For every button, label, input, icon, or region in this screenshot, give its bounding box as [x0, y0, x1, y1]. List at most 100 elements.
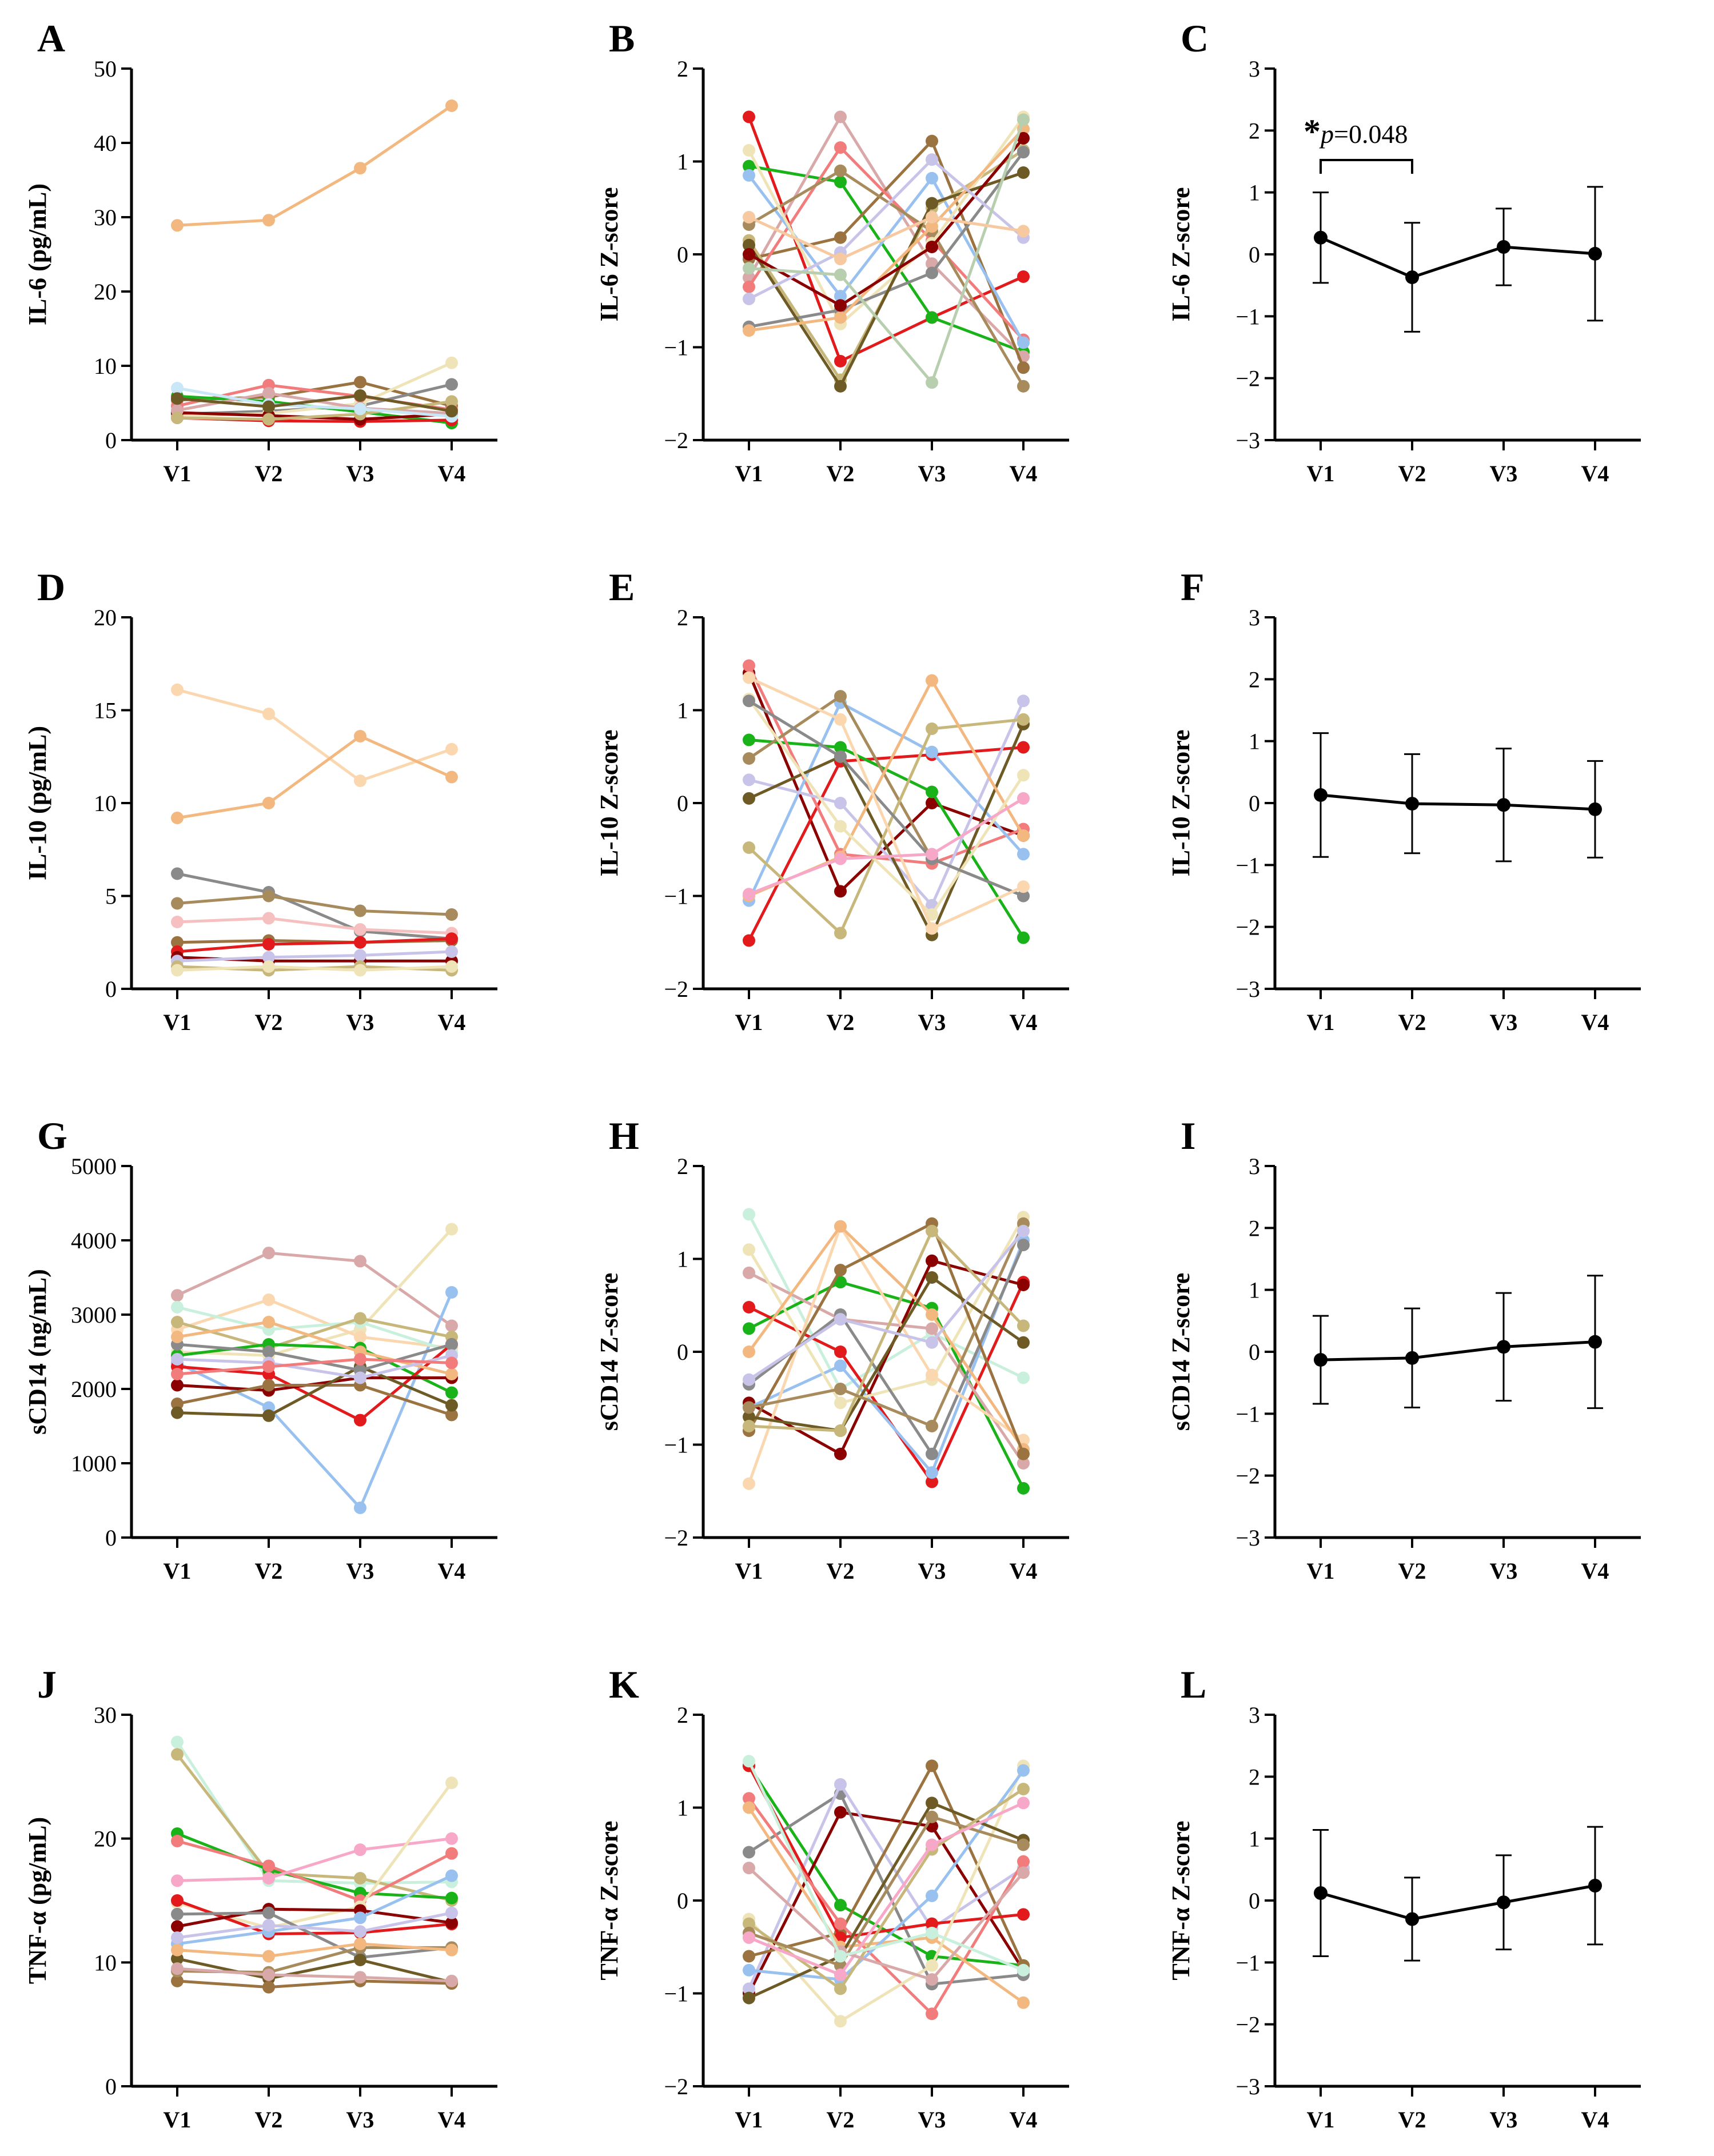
y-tick-label: 3	[1249, 1702, 1260, 1728]
series-line	[747, 1781, 1025, 1990]
p-symbol: p	[1319, 119, 1334, 149]
panel-c: C −3 −2 −1 0 1 2 3 V1 V2 V3 V4 IL-6 Z-score *p=0.048	[1167, 17, 1641, 486]
panel-letter: K	[609, 1663, 639, 1706]
data-point	[354, 1353, 366, 1366]
panel-letter: D	[37, 565, 65, 609]
x-tick-label: V1	[735, 461, 763, 486]
data-point	[743, 659, 755, 672]
data-point	[743, 694, 755, 708]
x-tick-label: V3	[918, 461, 946, 486]
y-tick-label: 1	[1249, 180, 1260, 206]
y-tick-label: 50	[94, 56, 117, 82]
data-point	[171, 1835, 184, 1847]
series-line	[748, 119, 1025, 386]
x-tick-label: V4	[438, 1558, 466, 1584]
y-axis-title: TNF-α (pg/mL)	[23, 1817, 51, 1984]
data-point	[262, 912, 275, 925]
data-point	[926, 1475, 938, 1488]
data-point	[1017, 1855, 1030, 1868]
series-13	[743, 671, 1030, 935]
x-tick-label: V4	[1581, 1558, 1609, 1584]
y-tick-label: −2	[664, 1525, 688, 1551]
mean-line	[1320, 1884, 1596, 1921]
data-point	[1017, 113, 1030, 126]
data-point	[171, 1894, 184, 1907]
data-point	[445, 1399, 458, 1412]
series-4	[743, 659, 1030, 870]
data-point	[1017, 1336, 1030, 1349]
series-line	[177, 104, 453, 227]
data-point	[354, 1312, 366, 1325]
series-line	[748, 797, 1025, 896]
x-tick-label: V2	[255, 1558, 283, 1584]
data-point	[1017, 1457, 1030, 1470]
series-line	[177, 965, 452, 972]
data-point	[354, 774, 366, 787]
data-point	[354, 402, 366, 416]
x-tick-label: V4	[438, 1009, 466, 1035]
y-tick-label: 30	[94, 1702, 117, 1728]
mean-point	[1588, 1879, 1602, 1893]
y-tick-label: 2	[1249, 1215, 1260, 1241]
x-tick-label: V2	[827, 1558, 855, 1584]
series-line	[748, 127, 1025, 332]
data-point	[926, 1917, 938, 1930]
data-point	[171, 1943, 184, 1957]
x-tick-label: V2	[255, 1009, 283, 1035]
y-tick-label: 1	[677, 1795, 688, 1821]
series-line	[177, 1782, 453, 1930]
data-point	[834, 1313, 847, 1326]
series-3	[171, 1286, 458, 1514]
series-1	[171, 683, 458, 787]
x-tick-label: V2	[1398, 1009, 1426, 1035]
series-15	[743, 1862, 1030, 1986]
series-line	[747, 1760, 1024, 1972]
y-axis-title: IL-10 Z-score	[1167, 729, 1195, 876]
data-point	[354, 964, 366, 977]
x-tick-label: V4	[1010, 1558, 1038, 1584]
series-line	[747, 171, 1024, 389]
data-point	[834, 1359, 847, 1372]
data-point	[354, 1872, 366, 1884]
x-tick-label: V1	[164, 1558, 192, 1584]
x-tick-label: V3	[918, 1558, 946, 1584]
data-point	[354, 1971, 366, 1984]
data-point	[1017, 1764, 1030, 1777]
series-line	[177, 1967, 452, 1983]
data-point	[743, 238, 755, 251]
data-point	[926, 1838, 938, 1851]
data-point	[445, 99, 458, 112]
data-point	[171, 1398, 184, 1410]
data-point	[834, 231, 847, 244]
panel-e: E −2 −1 0 1 2 V1 V2 V3 V4 IL-10 Z-score	[595, 565, 1069, 1035]
data-point	[1017, 1319, 1030, 1332]
data-point	[354, 923, 366, 936]
series-line	[176, 1741, 452, 1885]
data-point	[834, 797, 847, 809]
panel-letter: C	[1181, 17, 1209, 60]
series-line	[177, 688, 452, 782]
x-tick-label: V3	[346, 1009, 374, 1035]
data-point	[743, 211, 755, 223]
data-point	[926, 1368, 938, 1382]
y-tick-label: 15	[94, 698, 117, 724]
y-tick-label: 10	[94, 353, 117, 379]
data-point	[834, 380, 847, 393]
y-tick-label: 20	[94, 605, 117, 630]
y-tick-label: −2	[664, 428, 688, 453]
data-point	[262, 1379, 275, 1392]
data-point	[171, 1331, 184, 1343]
data-point	[926, 241, 938, 253]
data-point	[171, 1952, 184, 1965]
data-point	[926, 2007, 938, 2021]
series-16	[171, 1906, 458, 1944]
data-point	[354, 730, 366, 742]
y-tick-label: −1	[664, 335, 688, 361]
data-point	[834, 1778, 847, 1791]
panel-letter: J	[37, 1663, 57, 1706]
series-line	[748, 700, 1024, 897]
series-line	[177, 1911, 452, 1939]
x-tick-label: V2	[1398, 2107, 1426, 2133]
data-point	[262, 214, 275, 227]
y-tick-label: 0	[677, 1888, 688, 1914]
